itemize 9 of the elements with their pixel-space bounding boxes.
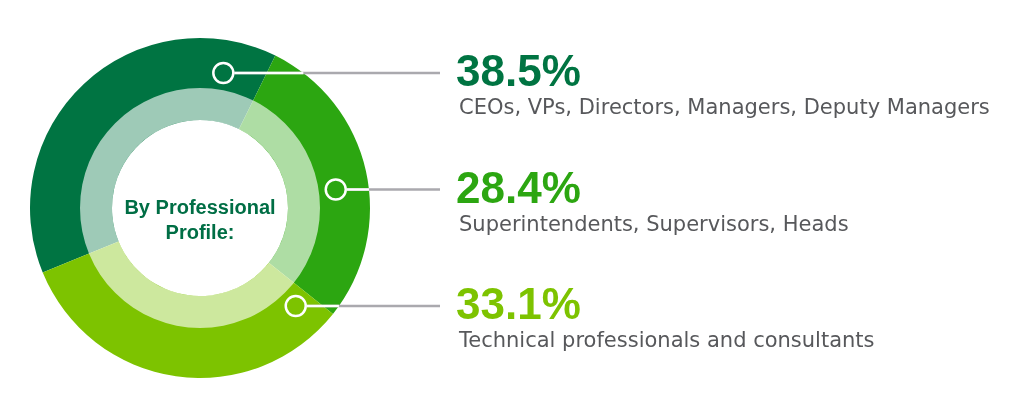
donut-slice — [42, 241, 333, 378]
text: By Professional Profile: — [124, 196, 276, 243]
slice-label: Superintendents, Supervisors, Heads — [459, 211, 849, 236]
data-label: 38.5% — [456, 46, 581, 95]
slice-label: CEOs, VPs, Directors, Managers, Deputy Managers — [459, 95, 990, 119]
slice-label: Technical professionals and consultants — [458, 328, 875, 352]
donut-slice — [30, 38, 276, 273]
data-label: 33.1% — [456, 279, 581, 328]
data-label: 28.4% — [456, 162, 581, 212]
